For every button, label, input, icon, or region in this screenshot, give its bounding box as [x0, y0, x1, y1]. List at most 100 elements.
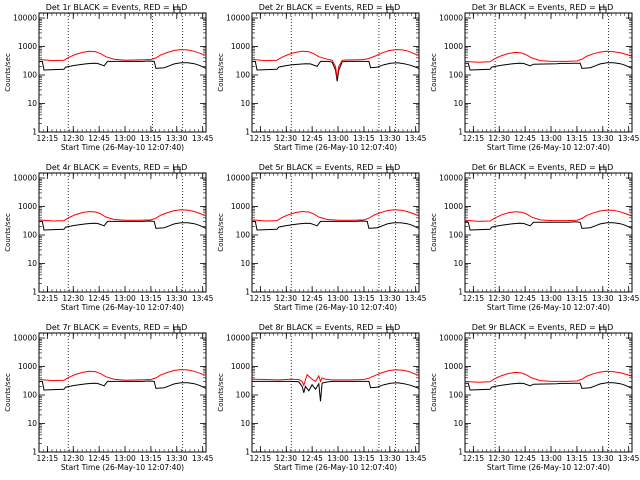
y-tick-label: 1000	[444, 202, 463, 211]
plot-frame	[38, 172, 207, 293]
x-tick-label: 12:45	[514, 134, 536, 143]
x-tick-label: 13:30	[379, 294, 401, 303]
x-tick-label: 13:15	[353, 454, 375, 463]
detector-chart: Det 7r BLACK = Events, RED = LLD 1 10 100 10…	[4, 323, 213, 472]
x-tick-label: 13:00	[540, 294, 562, 303]
x-tick-label: 13:00	[114, 454, 136, 463]
y-tick-label: 100	[236, 391, 251, 400]
events-series-line	[39, 60, 207, 71]
detector-chart: Det 6r BLACK = Events, RED = LLD 1 10 100 10…	[430, 163, 639, 312]
y-tick-label: 100	[449, 391, 464, 400]
x-axis-label: Start Time (26-May-10 12:07:40)	[61, 303, 184, 312]
x-tick-label: 13:00	[327, 454, 349, 463]
x-tick-label: 12:45	[301, 454, 323, 463]
x-axis-label: Start Time (26-May-10 12:07:40)	[274, 143, 397, 152]
chart-title: Det 4r BLACK = Events, RED = LLD	[46, 163, 188, 172]
x-tick-label: 12:30	[488, 294, 510, 303]
y-tick-label: 10	[453, 419, 463, 428]
plot-frame	[464, 12, 633, 133]
y-axis-label: Counts/sec	[4, 53, 12, 92]
plot-frame	[251, 332, 420, 453]
detector-panel: Det 3r BLACK = Events, RED = LLD 1 10 100 10…	[426, 0, 639, 160]
x-tick-label: 13:45	[618, 454, 639, 463]
x-tick-label: 12:15	[37, 294, 59, 303]
y-axis-label: Counts/sec	[4, 373, 12, 412]
x-tick-label: 13:15	[566, 454, 588, 463]
x-axis-label: Start Time (26-May-10 12:07:40)	[61, 143, 184, 152]
detector-panel: Det 5r BLACK = Events, RED = LLD 1 10 100 10…	[213, 160, 426, 320]
y-tick-label: 1	[458, 448, 463, 457]
x-tick-label: 12:45	[88, 294, 110, 303]
y-tick-label: 10	[27, 99, 37, 108]
x-tick-label: 12:15	[463, 134, 485, 143]
x-tick-label: 13:45	[192, 294, 213, 303]
events-series-line	[252, 380, 420, 402]
chart-title: Det 5r BLACK = Events, RED = LLD	[259, 163, 401, 172]
x-tick-label: 13:00	[540, 134, 562, 143]
y-axis-label: Counts/sec	[430, 373, 438, 412]
detector-chart: Det 2r BLACK = Events, RED = LLD 1 10 100 10…	[217, 3, 426, 152]
x-tick-label: 12:15	[37, 454, 59, 463]
y-tick-label: 1	[458, 288, 463, 297]
y-tick-label: 100	[23, 71, 38, 80]
detector-chart: Det 8r BLACK = Events, RED = LLD 1 10 100 10…	[217, 323, 426, 472]
y-tick-label: 10	[453, 259, 463, 268]
y-tick-label: 1000	[18, 42, 37, 51]
lld-series-line	[464, 209, 633, 222]
x-tick-label: 12:15	[463, 454, 485, 463]
lld-series-line	[251, 49, 420, 78]
y-axis-label: Counts/sec	[217, 53, 225, 92]
chart-title: Det 7r BLACK = Events, RED = LLD	[46, 323, 188, 332]
x-tick-label: 13:00	[327, 134, 349, 143]
x-tick-label: 13:00	[114, 294, 136, 303]
x-tick-label: 12:15	[463, 294, 485, 303]
x-tick-label: 12:15	[250, 294, 272, 303]
events-series-line	[252, 220, 420, 231]
y-tick-label: 10	[27, 419, 37, 428]
y-tick-label: 10000	[439, 174, 463, 183]
lld-series-line	[38, 369, 207, 382]
x-tick-label: 13:15	[353, 134, 375, 143]
plot-frame	[38, 12, 207, 133]
y-tick-label: 10000	[226, 14, 250, 23]
chart-title: Det 9r BLACK = Events, RED = LLD	[472, 323, 614, 332]
x-axis-label: Start Time (26-May-10 12:07:40)	[61, 463, 184, 472]
x-tick-label: 13:15	[140, 134, 162, 143]
x-tick-label: 13:30	[379, 454, 401, 463]
events-series-line	[465, 62, 633, 71]
y-tick-label: 1000	[444, 362, 463, 371]
chart-title: Det 8r BLACK = Events, RED = LLD	[259, 323, 401, 332]
detector-panel: Det 2r BLACK = Events, RED = LLD 1 10 100 10…	[213, 0, 426, 160]
x-tick-label: 12:45	[514, 294, 536, 303]
y-tick-label: 100	[236, 71, 251, 80]
y-tick-label: 10000	[13, 14, 37, 23]
x-tick-label: 12:30	[275, 134, 297, 143]
x-tick-label: 13:00	[540, 454, 562, 463]
y-tick-label: 1	[458, 128, 463, 137]
detector-panel: Det 8r BLACK = Events, RED = LLD 1 10 100 10…	[213, 320, 426, 480]
x-axis-label: Start Time (26-May-10 12:07:40)	[487, 463, 610, 472]
events-series-line	[465, 382, 633, 391]
x-tick-label: 13:00	[114, 134, 136, 143]
y-tick-label: 10000	[226, 174, 250, 183]
events-series-line	[39, 220, 207, 231]
x-tick-label: 13:15	[140, 454, 162, 463]
plot-frame	[464, 172, 633, 293]
plot-frame	[251, 172, 420, 293]
y-tick-label: 10	[240, 259, 250, 268]
detector-panel: Det 1r BLACK = Events, RED = LLD 1 10 100 10…	[0, 0, 213, 160]
y-tick-label: 1	[32, 448, 37, 457]
x-tick-label: 13:45	[192, 454, 213, 463]
lld-series-line	[251, 209, 420, 222]
x-tick-label: 13:45	[618, 134, 639, 143]
y-tick-label: 10	[240, 419, 250, 428]
x-axis-label: Start Time (26-May-10 12:07:40)	[274, 303, 397, 312]
detector-chart: Det 5r BLACK = Events, RED = LLD 1 10 100 10…	[217, 163, 426, 312]
x-tick-label: 13:45	[405, 134, 426, 143]
y-tick-label: 100	[236, 231, 251, 240]
y-tick-label: 1000	[231, 42, 250, 51]
x-tick-label: 13:15	[353, 294, 375, 303]
plot-frame	[251, 12, 420, 133]
y-tick-label: 1000	[231, 362, 250, 371]
